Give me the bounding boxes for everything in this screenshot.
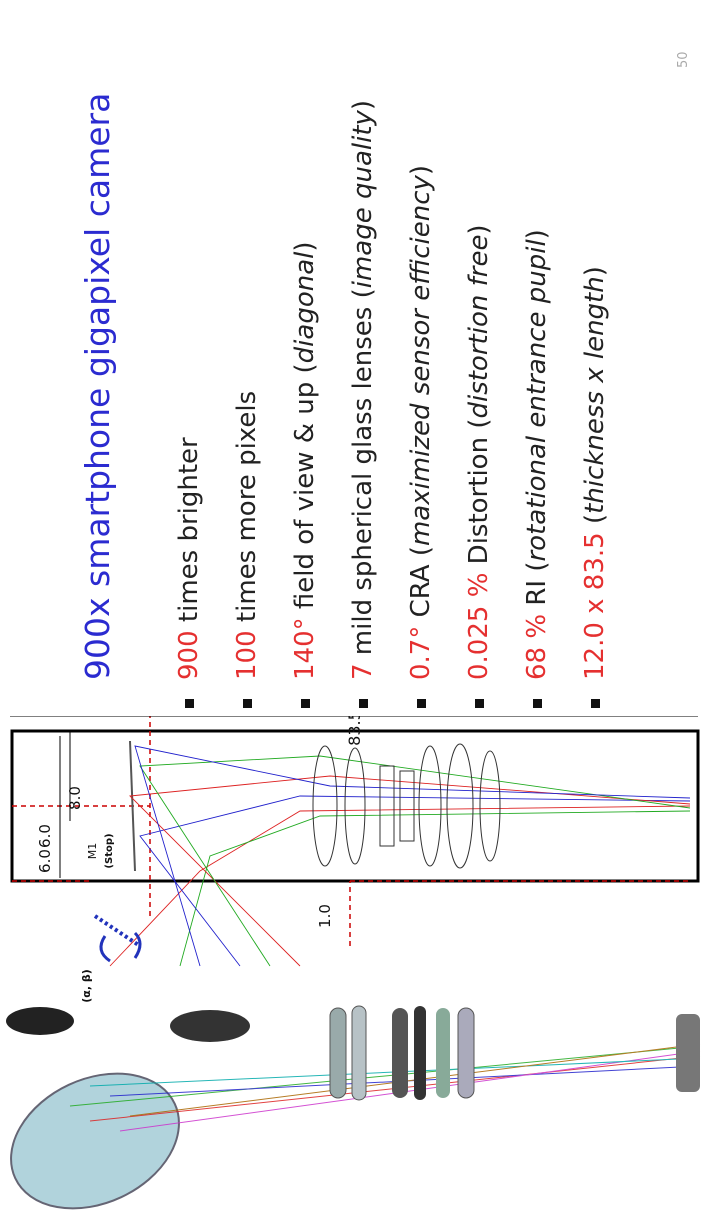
bullet-highlight: 100 xyxy=(232,630,262,680)
bullet-note: distortion free xyxy=(464,235,494,419)
bullet-text: times brighter xyxy=(174,437,204,630)
bullet-close: ) xyxy=(580,266,610,276)
bullet-close: ) xyxy=(290,241,320,251)
bullet-highlight: 0.025 % xyxy=(464,573,494,680)
bullet: 7 mild spherical glass lenses (image qua… xyxy=(338,100,396,708)
bullet-text: RI ( xyxy=(522,562,552,614)
bullet-highlight: 12.0 x 83.5 xyxy=(580,532,610,680)
dimension-label: 6.0 xyxy=(36,824,54,848)
lens-render xyxy=(0,1006,700,1216)
bullet: 100 times more pixels xyxy=(222,100,280,708)
slide: 900x smartphone gigapixel camera 900 tim… xyxy=(0,0,701,1216)
bullet-text: ( xyxy=(580,514,610,532)
page: {"title": "900x smartphone gigapixel cam… xyxy=(0,0,701,1216)
bullet: 0.025 % Distortion (distortion free) xyxy=(454,100,512,708)
optics-diagram: 83.5 8.0 6.06.0 M1 (Stop) 1.0 (α, β) xyxy=(0,716,701,1216)
bullet-text: times more pixels xyxy=(232,391,262,631)
bullet-highlight: 140° xyxy=(290,617,320,680)
bullet: 12.0 x 83.5 (thickness x length) xyxy=(570,100,628,708)
dimension-label: 1.0 xyxy=(316,904,334,928)
bullet-note: maximized sensor efficiency xyxy=(406,175,436,546)
bullet-highlight: 0.7° xyxy=(406,626,436,680)
dimension-label: M1 xyxy=(86,843,99,860)
bullet: 0.7° CRA (maximized sensor efficiency) xyxy=(396,100,454,708)
slide-title: 900x smartphone gigapixel camera xyxy=(78,93,117,680)
bullet-text: field of view & up ( xyxy=(290,363,320,617)
bullet-note: image quality xyxy=(348,110,378,288)
bullet: 140° field of view & up (diagonal) xyxy=(280,100,338,708)
bullet-close: ) xyxy=(406,165,436,175)
bullet-close: ) xyxy=(348,100,378,110)
bullet-note: diagonal xyxy=(290,252,320,364)
page-number: 50 xyxy=(676,51,691,68)
bullet: 68 % RI (rotational entrance pupil) xyxy=(512,100,570,708)
bullet-text: Distortion ( xyxy=(464,419,494,573)
dimension-label: 8.0 xyxy=(66,786,84,810)
bullet-text: mild spherical glass lenses ( xyxy=(348,288,378,663)
dimension-label: 83.5 xyxy=(345,716,364,746)
bullet-note: thickness x length xyxy=(580,276,610,514)
bullet-close: ) xyxy=(464,224,494,234)
bullet-close: ) xyxy=(522,229,552,239)
bullet: 900 times brighter xyxy=(164,100,222,708)
bullet-note: rotational entrance pupil xyxy=(522,239,552,561)
bullet-highlight: 68 % xyxy=(522,614,552,680)
bullet-highlight: 900 xyxy=(174,630,204,680)
bullet-highlight: 7 xyxy=(348,663,378,680)
dimension-label: (Stop) xyxy=(104,833,115,868)
dimension-label: (α, β) xyxy=(80,969,93,1003)
bullet-text: CRA ( xyxy=(406,546,436,626)
dimension-label: 6.0 xyxy=(36,849,54,873)
